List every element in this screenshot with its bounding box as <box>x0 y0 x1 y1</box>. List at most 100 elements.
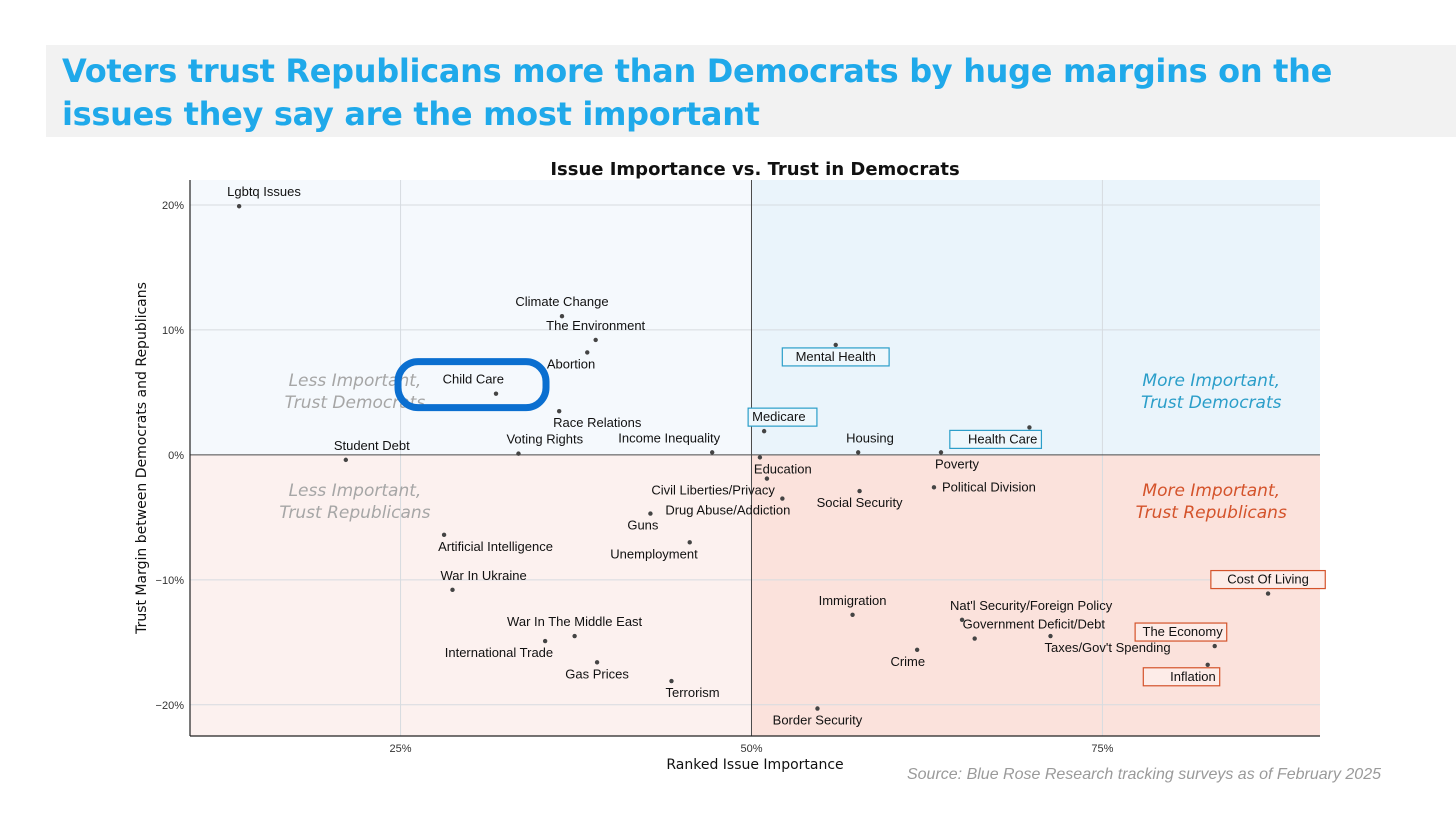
quadrant-label-bottom-right: Trust Republicans <box>1136 503 1287 523</box>
data-point <box>931 485 937 490</box>
quadrant-bg-less-dem <box>190 180 752 455</box>
point-label: Lgbtq Issues <box>227 184 301 199</box>
point-label: Guns <box>627 518 659 533</box>
point-label: Poverty <box>935 456 980 471</box>
data-point <box>572 633 577 639</box>
data-point <box>938 450 944 455</box>
quadrant-bg-more-dem <box>751 180 1320 455</box>
point-label: Housing <box>846 430 894 445</box>
y-tick-label: −20% <box>156 700 185 712</box>
point-label: Climate Change <box>515 294 608 309</box>
data-point <box>669 678 674 684</box>
x-tick-label: 25% <box>390 743 412 755</box>
point-label: Abortion <box>547 356 595 371</box>
quadrant-bg-more-rep <box>751 454 1320 736</box>
data-point <box>1212 643 1217 649</box>
point-label: Civil Liberties/Privacy <box>651 483 775 498</box>
point-label: Income Inequality <box>618 430 720 445</box>
point-label: Education <box>754 461 812 476</box>
label-box <box>1210 569 1326 590</box>
data-point <box>1048 633 1053 639</box>
label-box <box>1134 622 1228 642</box>
data-point <box>833 342 838 348</box>
x-axis-label: Ranked Issue Importance <box>666 757 843 773</box>
data-point <box>1205 662 1210 667</box>
data-point <box>780 496 785 501</box>
data-point <box>764 476 770 481</box>
data-point <box>585 350 590 355</box>
data-point <box>648 511 653 516</box>
quadrant-bg-less-rep <box>190 454 752 736</box>
data-point <box>594 660 600 665</box>
point-label: Health Care <box>968 431 1037 446</box>
headline: Voters trust Republicans more than Democ… <box>62 52 1333 133</box>
data-point <box>236 204 242 209</box>
point-label: Taxes/Gov't Spending <box>1044 640 1170 655</box>
data-point <box>815 706 820 711</box>
data-point <box>593 337 598 343</box>
point-label: Government Deficit/Debt <box>963 617 1106 632</box>
point-label: Political Division <box>942 479 1036 494</box>
point-label: Border Security <box>773 713 863 728</box>
point-label: Voting Rights <box>506 432 583 447</box>
x-tick-label: 50% <box>740 743 762 755</box>
point-label: Child Care <box>443 372 504 387</box>
quadrant-label-bottom-left: Trust Republicans <box>279 503 430 523</box>
quadrant-label-top-left: Trust Democrats <box>285 393 426 413</box>
point-label: Drug Abuse/Addiction <box>665 503 790 518</box>
data-point <box>1027 425 1032 430</box>
point-label: War In Ukraine <box>440 568 526 583</box>
point-label: Race Relations <box>553 415 642 430</box>
point-label: Student Debt <box>334 438 410 453</box>
y-tick-label: 10% <box>162 325 184 337</box>
data-point <box>516 451 521 456</box>
data-point <box>556 408 562 414</box>
point-label: Cost Of Living <box>1227 572 1309 587</box>
point-label: International Trade <box>445 645 553 660</box>
point-label: Immigration <box>819 593 887 608</box>
x-tick-label: 75% <box>1091 743 1113 755</box>
point-label: War In The Middle East <box>507 614 642 629</box>
point-label: The Economy <box>1143 624 1224 639</box>
title-band <box>46 45 1456 137</box>
data-point <box>441 532 447 538</box>
point-label: Artificial Intelligence <box>438 539 553 554</box>
quadrant-label-bottom-left: Less Important, <box>289 481 422 501</box>
y-tick-label: 0% <box>168 450 184 462</box>
label-box <box>949 429 1043 449</box>
data-point <box>493 391 499 396</box>
y-tick-label: 20% <box>162 200 184 212</box>
y-tick-label: −10% <box>156 575 185 587</box>
data-point <box>450 587 455 593</box>
point-label: Nat'l Security/Foreign Policy <box>950 598 1113 613</box>
highlight-circle <box>394 358 550 412</box>
data-point <box>343 457 349 463</box>
data-point <box>959 617 965 623</box>
point-label: The Environment <box>546 318 645 333</box>
data-point <box>559 313 565 319</box>
point-label: Mental Health <box>796 349 876 364</box>
data-point <box>857 488 862 494</box>
quadrant-label-top-left: Less Important, <box>289 371 422 391</box>
label-box <box>781 347 890 367</box>
data-point <box>687 540 692 545</box>
point-label: Medicare <box>752 409 805 424</box>
label-box <box>1142 667 1221 687</box>
data-point <box>542 638 548 644</box>
point-label: Inflation <box>1170 669 1216 684</box>
data-point <box>761 428 767 434</box>
y-axis-label: Trust Margin between Democrats and Repub… <box>134 282 150 635</box>
point-label: Unemployment <box>610 546 698 561</box>
data-point <box>1265 591 1271 596</box>
data-point <box>972 636 977 641</box>
point-label: Terrorism <box>665 685 719 700</box>
chart-title: Issue Importance vs. Trust in Democrats <box>550 159 959 180</box>
data-point <box>855 450 861 455</box>
quadrant-label-top-right: More Important, <box>1142 371 1280 391</box>
label-box <box>747 407 818 427</box>
quadrant-label-top-right: Trust Democrats <box>1141 393 1282 413</box>
point-label: Social Security <box>817 495 903 510</box>
data-point <box>850 612 855 618</box>
point-label: Gas Prices <box>565 666 629 681</box>
